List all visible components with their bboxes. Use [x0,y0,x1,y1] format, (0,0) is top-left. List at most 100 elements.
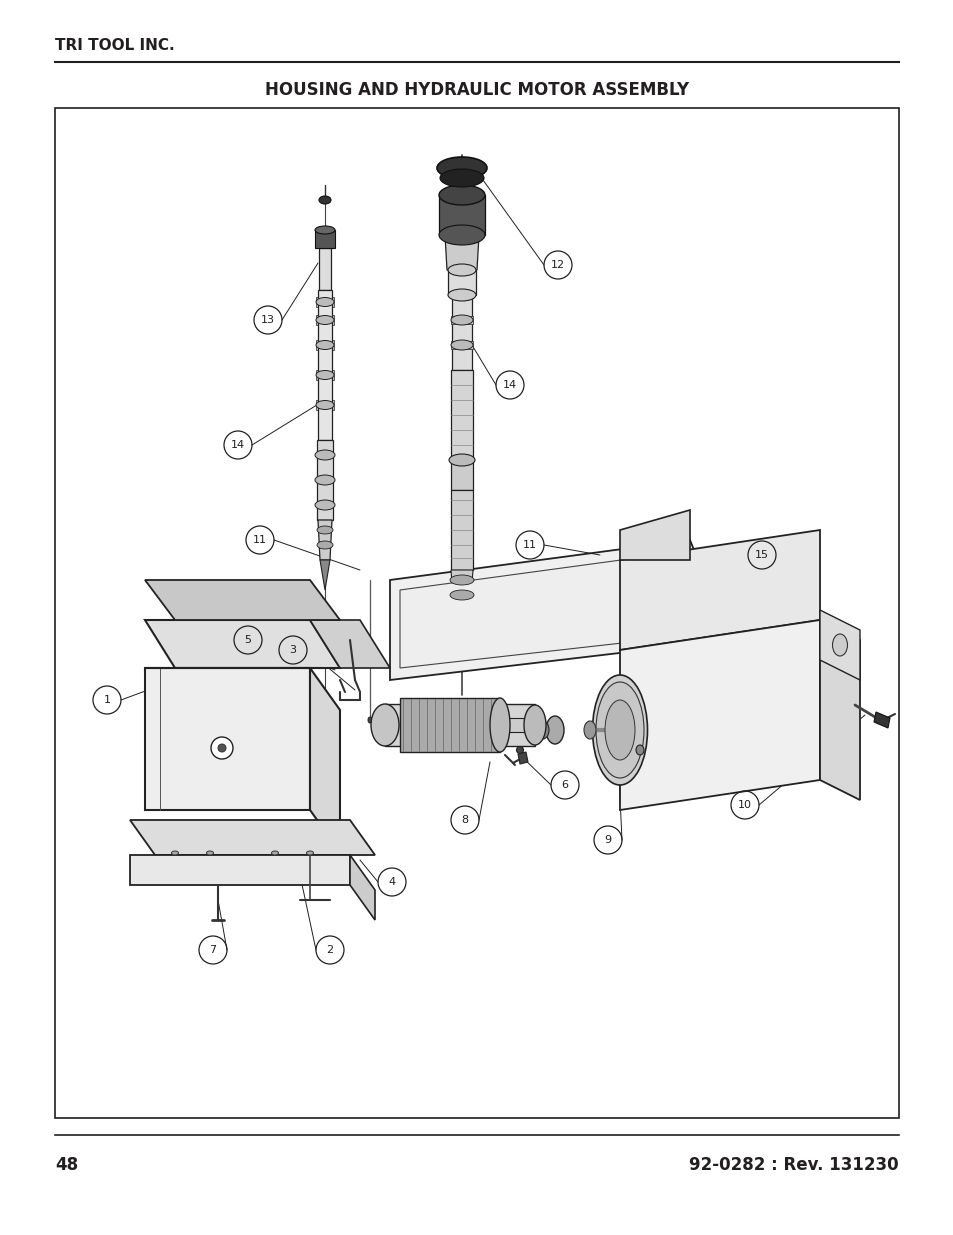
Polygon shape [820,620,859,800]
Polygon shape [517,752,527,764]
Polygon shape [390,540,729,680]
Ellipse shape [596,682,643,778]
Polygon shape [438,195,484,235]
Polygon shape [316,440,333,520]
Polygon shape [319,559,330,590]
Polygon shape [350,855,375,920]
Bar [55,107,898,1118]
Ellipse shape [516,746,523,753]
Polygon shape [385,704,535,746]
Ellipse shape [438,225,484,245]
Polygon shape [451,490,473,571]
Ellipse shape [314,500,335,510]
Polygon shape [444,235,478,270]
Text: 4: 4 [388,877,395,887]
Polygon shape [145,580,339,620]
Ellipse shape [206,851,213,855]
Polygon shape [318,248,331,290]
Polygon shape [314,230,335,248]
Polygon shape [317,520,332,559]
Text: HOUSING AND HYDRAULIC MOTOR ASSEMBLY: HOUSING AND HYDRAULIC MOTOR ASSEMBLY [265,82,688,99]
Polygon shape [130,820,375,855]
Text: 2: 2 [326,945,334,955]
Ellipse shape [537,721,548,739]
Ellipse shape [450,576,474,585]
Text: 8: 8 [461,815,468,825]
Text: 13: 13 [261,315,274,325]
Ellipse shape [315,341,334,350]
Text: 92-0282 : Rev. 131230: 92-0282 : Rev. 131230 [689,1156,898,1174]
Ellipse shape [306,851,314,855]
Ellipse shape [439,169,483,186]
Ellipse shape [636,745,643,755]
Polygon shape [145,668,310,810]
Polygon shape [619,530,820,650]
Ellipse shape [315,315,334,325]
Polygon shape [310,620,390,668]
Ellipse shape [371,704,398,746]
Ellipse shape [604,700,635,760]
Text: 48: 48 [55,1156,78,1174]
Ellipse shape [583,721,596,739]
Ellipse shape [523,705,545,745]
Ellipse shape [450,590,474,600]
Ellipse shape [438,185,484,205]
Ellipse shape [436,157,486,179]
Ellipse shape [172,851,178,855]
Polygon shape [451,459,473,490]
Ellipse shape [272,851,278,855]
Polygon shape [399,552,720,668]
Polygon shape [145,620,339,668]
Text: TRI TOOL INC.: TRI TOOL INC. [55,37,174,53]
Polygon shape [451,341,473,350]
Text: 5: 5 [244,635,252,645]
Text: 12: 12 [551,261,564,270]
Ellipse shape [315,298,334,306]
Text: 7: 7 [210,945,216,955]
Ellipse shape [211,737,233,760]
Polygon shape [399,698,499,752]
Text: 1: 1 [103,695,111,705]
Ellipse shape [315,370,334,379]
Text: 3: 3 [289,645,296,655]
Polygon shape [315,370,334,380]
Text: 6: 6 [561,781,568,790]
Text: 10: 10 [738,800,751,810]
Text: 11: 11 [522,540,537,550]
Polygon shape [315,400,334,410]
Ellipse shape [448,289,476,301]
Polygon shape [451,571,473,610]
Ellipse shape [490,698,510,752]
Polygon shape [499,718,542,732]
Text: 14: 14 [502,380,517,390]
Polygon shape [873,713,889,727]
Polygon shape [451,316,473,324]
Ellipse shape [368,718,372,722]
Text: 9: 9 [604,835,611,845]
Ellipse shape [449,454,475,466]
Text: 14: 14 [231,440,245,450]
Ellipse shape [316,541,333,550]
Polygon shape [315,340,334,350]
Polygon shape [619,510,689,559]
Ellipse shape [448,264,476,275]
Polygon shape [315,315,334,325]
Polygon shape [619,620,820,810]
Ellipse shape [218,743,226,752]
Text: 11: 11 [253,535,267,545]
Polygon shape [315,296,334,308]
Ellipse shape [314,450,335,459]
Text: 15: 15 [754,550,768,559]
Ellipse shape [451,340,473,350]
Polygon shape [130,855,350,885]
Polygon shape [317,290,332,440]
Polygon shape [451,370,473,459]
Ellipse shape [314,475,335,485]
Ellipse shape [545,716,563,743]
Polygon shape [454,610,470,650]
Ellipse shape [592,676,647,785]
Polygon shape [310,668,339,852]
Ellipse shape [832,634,846,656]
Ellipse shape [451,315,473,325]
Ellipse shape [314,226,335,233]
